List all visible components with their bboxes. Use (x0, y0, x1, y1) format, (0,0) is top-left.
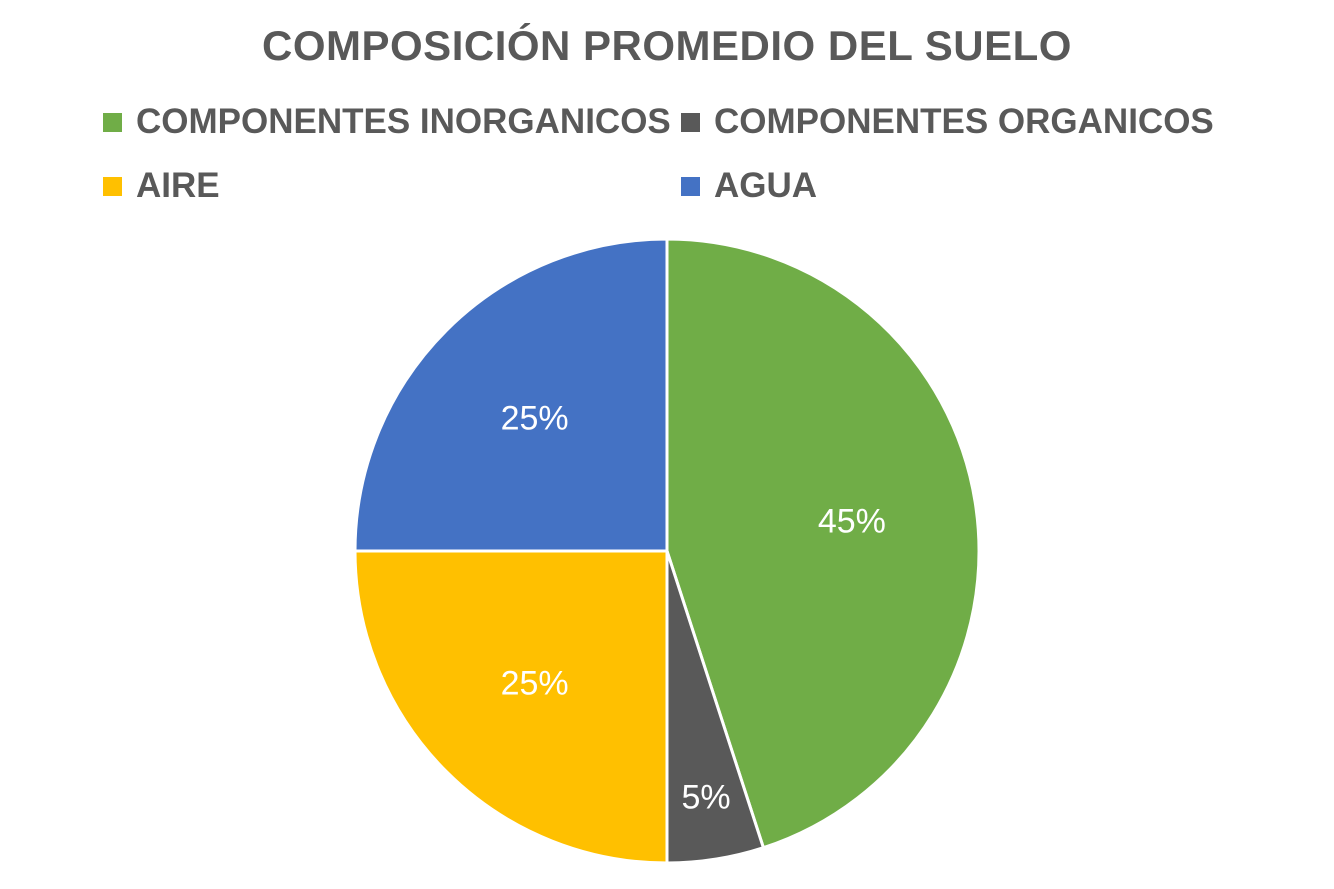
legend-label-agua: AGUA (714, 166, 818, 205)
data-label-aire: 25% (501, 664, 569, 702)
legend-item-agua: AGUA (681, 164, 1243, 208)
legend-item-aire: AIRE (103, 164, 681, 208)
legend-swatch-agua (681, 176, 700, 196)
legend-swatch-componentes-inorganicos (103, 112, 122, 132)
legend-swatch-aire (103, 176, 122, 196)
legend-item-componentes-inorganicos: COMPONENTES INORGANICOS (103, 100, 681, 144)
pie-slice-agua (353, 237, 669, 553)
pie-slice-aire (353, 549, 669, 865)
legend-swatch-componentes-organicos (681, 112, 700, 132)
data-label-componentes-organicos: 5% (681, 779, 730, 817)
legend-label-componentes-inorganicos: COMPONENTES INORGANICOS (136, 102, 671, 141)
data-label-agua: 25% (501, 400, 569, 438)
legend-item-componentes-organicos: COMPONENTES ORGANICOS (681, 100, 1243, 144)
legend-label-aire: AIRE (136, 166, 220, 205)
legend-label-componentes-organicos: COMPONENTES ORGANICOS (714, 102, 1214, 141)
data-label-componentes-inorganicos: 45% (818, 503, 886, 541)
pie-slice-componentes-inorganicos (665, 237, 981, 850)
chart-title: COMPOSICIÓN PROMEDIO DEL SUELO (262, 22, 1072, 69)
legend: COMPONENTES INORGANICOS COMPONENTES ORGA… (103, 100, 1243, 208)
